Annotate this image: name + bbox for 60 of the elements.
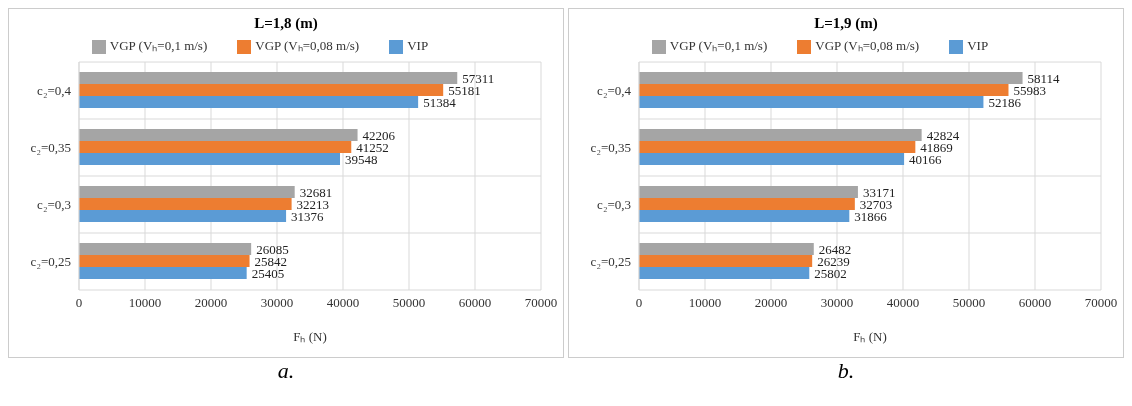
x-tick-label: 50000 — [952, 295, 986, 311]
x-tick-label: 60000 — [458, 295, 492, 311]
bar — [79, 129, 358, 142]
bar — [639, 96, 984, 109]
y-tick-label: c₂=0,25 — [30, 254, 71, 270]
bar — [79, 186, 295, 199]
chart-title: L=1,9 (m) — [813, 15, 879, 32]
bar — [79, 96, 419, 109]
bar — [639, 129, 922, 142]
x-tick-label: 10000 — [128, 295, 162, 311]
x-tick-label: 40000 — [886, 295, 920, 311]
legend-label: VGP (Vₕ=0,08 m/s) — [255, 38, 360, 53]
x-tick-label: 70000 — [524, 295, 558, 311]
bar — [79, 267, 247, 279]
y-tick-label: c₂=0,3 — [37, 197, 71, 213]
text: b. — [836, 358, 856, 384]
x-tick-label: 10000 — [688, 295, 722, 311]
x-tick-label: 0 — [75, 295, 83, 311]
x-tick-label: 30000 — [820, 295, 854, 311]
bar — [639, 72, 1023, 85]
bar — [79, 198, 292, 211]
legend-label: VIP — [407, 38, 429, 53]
bar — [79, 141, 352, 154]
legend-label: VIP — [967, 38, 989, 53]
y-tick-label: c₂=0,3 — [597, 197, 631, 213]
bar — [639, 153, 905, 166]
bar — [79, 210, 287, 223]
y-tick-label: c₂=0,25 — [590, 254, 631, 270]
legend-label: VGP (Vₕ=0,1 m/s) — [109, 38, 208, 53]
y-tick-label: c₂=0,4 — [597, 83, 632, 99]
legend-label: VGP (Vₕ=0,1 m/s) — [669, 38, 768, 53]
legend-label: VGP (Vₕ=0,08 m/s) — [815, 38, 920, 53]
x-tick-label: 60000 — [1018, 295, 1052, 311]
x-tick-label: 0 — [635, 295, 643, 311]
bar — [639, 84, 1009, 97]
bar — [639, 255, 813, 267]
x-axis-title: Fₕ (N) — [293, 329, 327, 345]
bar — [79, 153, 341, 166]
x-axis-title: Fₕ (N) — [853, 329, 887, 345]
x-tick-label: 70000 — [1084, 295, 1118, 311]
chart-title: L=1,8 (m) — [253, 15, 319, 32]
bar — [639, 186, 858, 199]
y-tick-label: c₂=0,35 — [30, 140, 71, 156]
x-tick-label: 50000 — [392, 295, 426, 311]
bar — [79, 255, 250, 267]
bar — [639, 141, 916, 154]
y-tick-label: c₂=0,35 — [590, 140, 631, 156]
bar — [639, 198, 855, 211]
bar — [79, 243, 252, 255]
x-tick-label: 40000 — [326, 295, 360, 311]
bar — [639, 267, 810, 279]
bar — [639, 243, 814, 255]
y-tick-label: c₂=0,4 — [37, 83, 72, 99]
text: a. — [276, 358, 296, 384]
bar — [639, 210, 850, 223]
x-tick-label: 30000 — [260, 295, 294, 311]
bar — [79, 72, 458, 85]
x-tick-label: 20000 — [754, 295, 788, 311]
x-tick-label: 20000 — [194, 295, 228, 311]
bar — [79, 84, 444, 97]
